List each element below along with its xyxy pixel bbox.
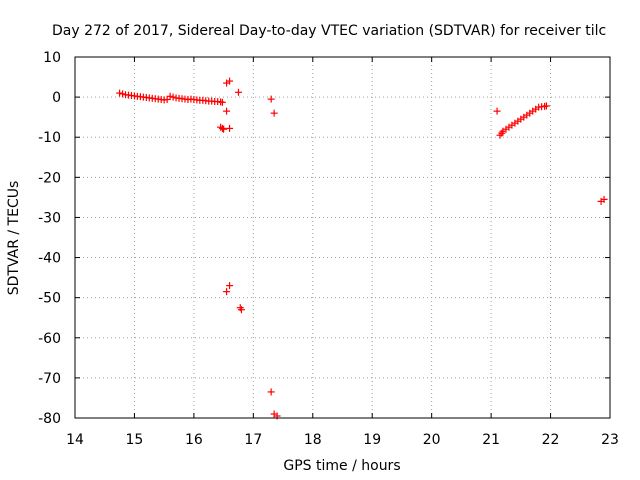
y-tick-label: 10 [43,50,61,66]
y-tick-label: -10 [38,130,61,146]
x-tick-label: 15 [126,432,144,448]
ticks: 14 15 16 17 18 19 20 21 22 23 10 0 -10 -20 -30 -40 -50 -6… [38,50,619,448]
x-tick-label: 18 [304,432,322,448]
x-tick-label: 17 [244,432,262,448]
data-point [218,124,226,132]
data-point [220,125,228,133]
data-point [267,95,275,103]
data-point [542,102,550,110]
x-axis-label: GPS time / hours [283,458,400,474]
data-point [163,96,171,104]
y-axis-label: SDTVAR / TECUs [6,181,22,296]
data-point [169,93,177,101]
y-tick-label: -50 [38,291,61,307]
data-point [226,77,234,85]
data-point [234,88,242,96]
y-tick-label: -20 [38,170,61,186]
data-point [119,90,127,98]
x-tick-label: 21 [482,432,500,448]
plot-frame [74,56,611,419]
x-tick-label: 16 [185,432,203,448]
x-tick-label: 22 [542,432,560,448]
x-tick-label: 20 [423,432,441,448]
data-point [226,282,234,290]
data-point [226,124,234,132]
data-point [600,195,608,203]
data-point [270,109,278,117]
data-point [267,388,275,396]
y-tick-label: -40 [38,251,61,267]
chart-title: Day 272 of 2017, Sidereal Day-to-day VTE… [52,23,606,39]
x-tick-label: 23 [601,432,619,448]
y-tick-label: 0 [52,90,61,106]
x-tick-label: 14 [66,432,84,448]
data-point [223,107,231,115]
data-point [493,107,501,115]
data-point [166,92,174,100]
y-tick-label: -60 [38,331,61,347]
y-tick-label: -80 [38,411,61,427]
y-tick-label: -70 [38,371,61,387]
y-tick-label: -30 [38,210,61,226]
data-point [223,288,231,296]
data-points [116,77,608,420]
data-point [237,306,245,314]
data-point [218,98,226,106]
data-point [116,89,124,97]
x-tick-label: 19 [363,432,381,448]
grid [75,57,610,418]
